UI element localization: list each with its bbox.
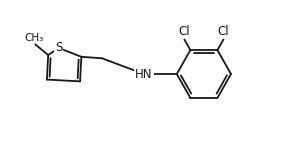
Text: HN: HN	[135, 67, 153, 81]
Text: Cl: Cl	[179, 25, 190, 38]
Text: S: S	[55, 41, 62, 54]
Text: Cl: Cl	[218, 25, 229, 38]
Text: CH₃: CH₃	[24, 33, 43, 43]
